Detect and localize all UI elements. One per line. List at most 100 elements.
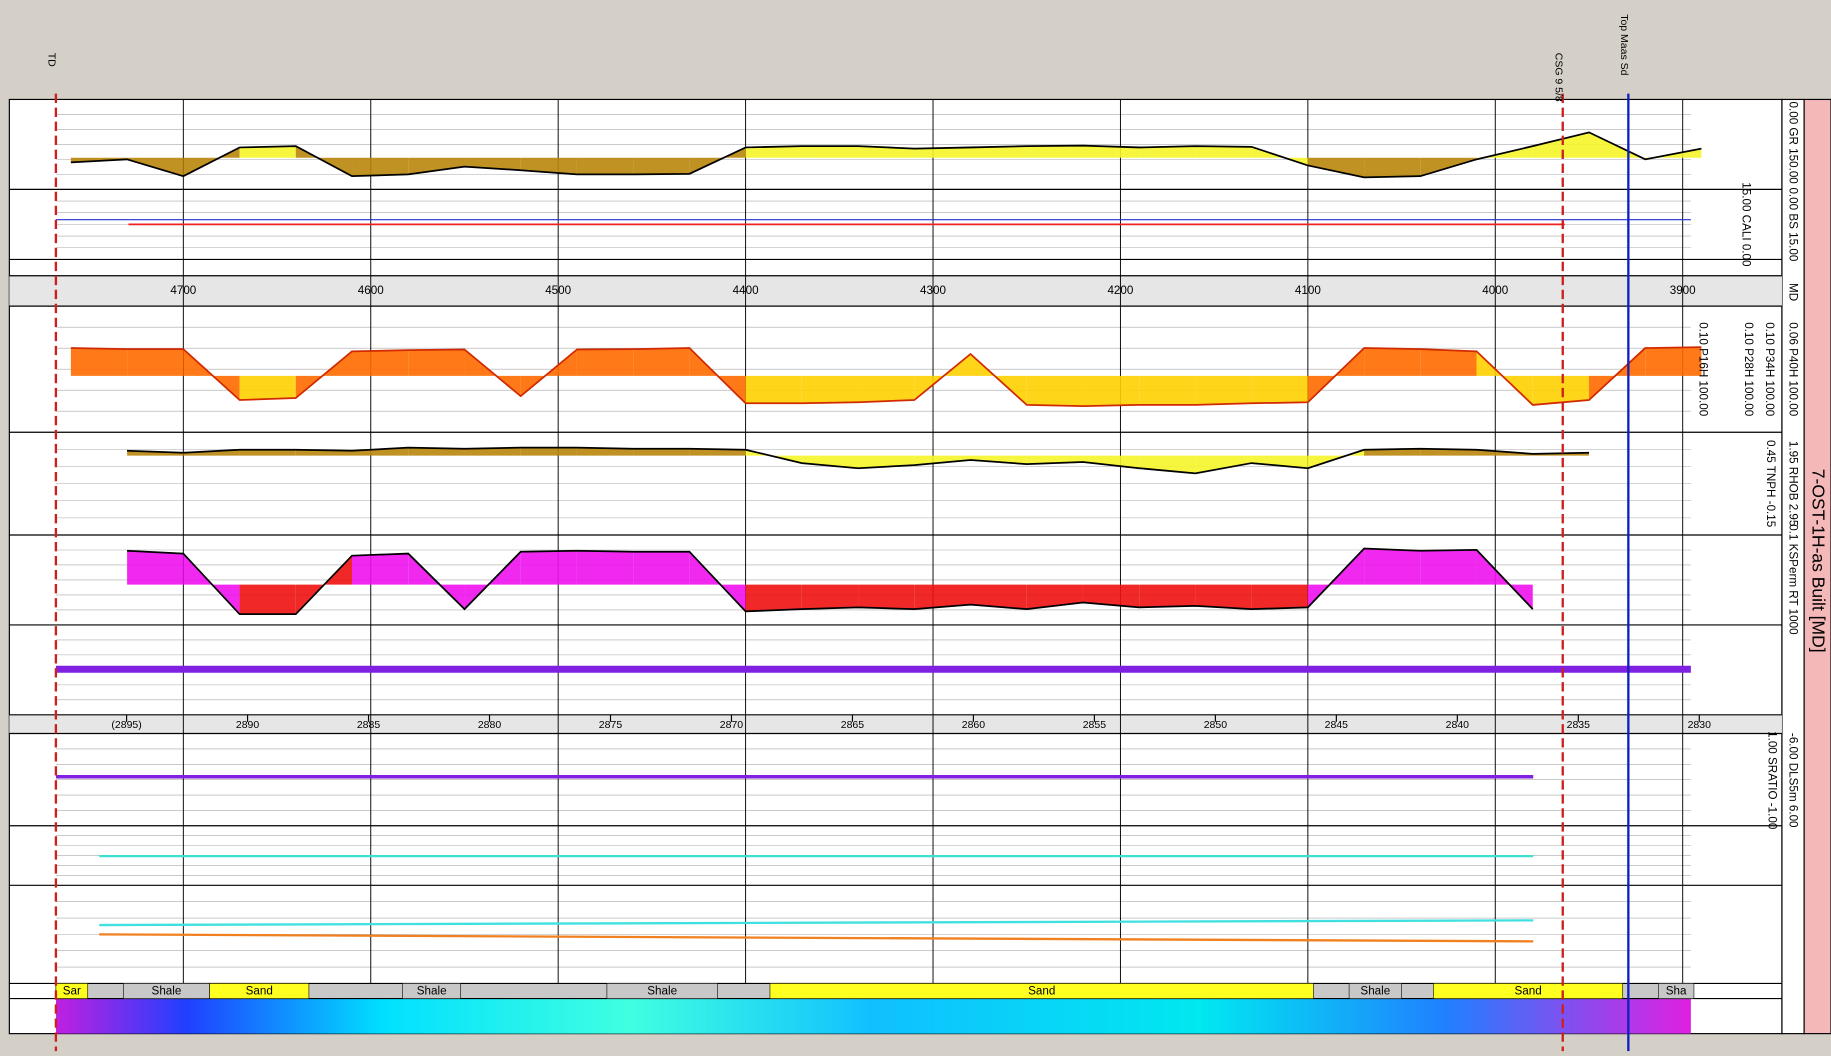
tvd-tick-label: 2845: [1325, 719, 1349, 731]
tvd-tick-label: 2850: [1204, 719, 1228, 731]
curve-fill: [1645, 148, 1702, 160]
tvd-tick-label: 2875: [599, 719, 623, 731]
md-tick-label: 4700: [170, 284, 196, 297]
tvd-scale-band: [9, 714, 1782, 734]
curve-fill: [1364, 348, 1421, 376]
marker-label: TD: [45, 53, 57, 67]
curve-fill: [352, 350, 409, 376]
curve-fill: [745, 146, 802, 158]
curve-fill: [801, 146, 859, 158]
curve-fill: [1195, 375, 1252, 405]
tvd-tick-label: 2860: [962, 719, 986, 731]
curve-fill: [1139, 375, 1196, 405]
curve-fill: [1026, 375, 1083, 407]
curve-fill: [520, 447, 577, 456]
lithology-label: Sand: [1028, 985, 1055, 998]
curve-fill: [633, 551, 690, 585]
curve-fill: [464, 447, 521, 456]
track-header: 1.00 SRATIO -1.00: [1765, 731, 1778, 830]
lithology-label: Sha: [1666, 985, 1687, 998]
curve-fill: [801, 584, 859, 610]
curve-fill: [239, 584, 296, 615]
lithology-label: Sand: [1514, 985, 1541, 998]
lithology-label: Shale: [1360, 985, 1390, 998]
curve-fill: [1139, 146, 1196, 158]
curve-fill: [576, 157, 634, 175]
curve-fill: [352, 553, 409, 585]
curve-fill: [1364, 157, 1421, 178]
curve-fill: [408, 447, 465, 456]
curve-fill: [801, 455, 859, 469]
md-tick-label: 4200: [1107, 284, 1133, 297]
curve-fill: [914, 147, 971, 158]
lithology-segment: [1658, 983, 1695, 999]
curve-fill: [745, 584, 802, 612]
tvd-tick-label: 2885: [357, 719, 381, 731]
lithology-label: Shale: [152, 985, 182, 998]
lithology-segment: [1433, 983, 1624, 999]
curve-fill: [633, 157, 690, 175]
lithology-label: Shale: [647, 985, 677, 998]
md-tick-label: 4600: [358, 284, 384, 297]
curve-fill: [970, 455, 1027, 465]
track-header: 0.10 P16H 100.00: [1696, 322, 1709, 416]
curve-fill: [520, 157, 577, 175]
marker-label: Top Maas Sd: [1618, 14, 1630, 75]
curve-fill: [801, 375, 859, 404]
curve-fill: [408, 349, 465, 376]
curve-fill: [1307, 157, 1365, 178]
curve-fill: [408, 157, 465, 175]
curve-line: [70, 346, 1702, 407]
tvd-tick-label: (2895): [111, 719, 141, 731]
curve-fill: [914, 584, 971, 610]
lithology-segment: [606, 983, 718, 999]
md-scale-band: [9, 275, 1782, 307]
property-band: [56, 998, 1691, 1034]
md-tick-label: 4500: [545, 284, 571, 297]
curve-fill: [70, 348, 128, 376]
curve-fill: [1532, 132, 1589, 158]
curve-fill: [352, 447, 409, 456]
tvd-tick-label: 2870: [720, 719, 744, 731]
track-header: 0.06 P40H 100.00: [1786, 322, 1799, 416]
md-tick-label: 3900: [1670, 284, 1696, 297]
curve-fill: [1420, 349, 1477, 376]
curve-fill: [1251, 584, 1308, 610]
track-header: -6.00 DLS5m 6.00: [1786, 733, 1799, 828]
view-title: 7-OST-1H-as Built [MD]: [1808, 469, 1828, 653]
track-header: 0.00 GR 150.00: [1786, 101, 1799, 184]
tvd-tick-label: 2835: [1567, 719, 1591, 731]
curve-fill: [1364, 548, 1421, 585]
curve-fill: [1420, 448, 1477, 456]
tvd-tick-label: 2830: [1688, 719, 1712, 731]
curve-fill: [633, 448, 690, 456]
curve-fill: [1082, 455, 1140, 469]
tvd-tick-label: 2865: [841, 719, 865, 731]
curve-fill: [970, 584, 1027, 610]
curve-fill: [858, 146, 915, 158]
curve-line: [70, 131, 1702, 179]
curve-fill: [970, 146, 1027, 158]
curve-fill: [1251, 455, 1308, 469]
curve-fill: [576, 447, 634, 456]
curve-fill: [1195, 584, 1252, 610]
curve-fill: [1645, 347, 1702, 376]
curve-fill: [576, 550, 634, 585]
curve-fill: [239, 375, 296, 400]
md-scale-label: MD: [1786, 283, 1799, 301]
curve-fill: [914, 455, 971, 466]
curve-fill: [1420, 549, 1477, 585]
curve-fill: [1026, 584, 1083, 610]
track-header: 1.95 RHOB 2.95: [1786, 441, 1799, 527]
curve-line: [127, 547, 1534, 616]
curve-fill: [1082, 145, 1140, 158]
curve-fill: [1195, 146, 1252, 158]
curve-fill: [1026, 145, 1083, 158]
lithology-label: Sar: [63, 985, 81, 998]
curve-fill: [239, 146, 296, 158]
log-panel: [8, 98, 1783, 1035]
curve-fill: [689, 448, 746, 456]
curve-fill: [1251, 375, 1308, 404]
lithology-segment: [209, 983, 310, 999]
